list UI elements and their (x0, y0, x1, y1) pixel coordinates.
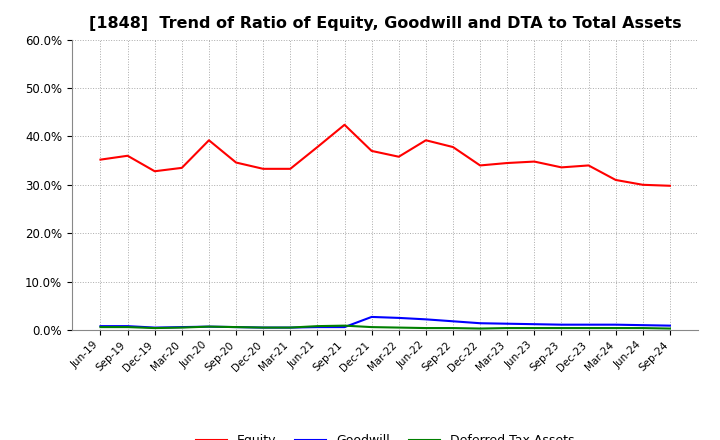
Goodwill (123, 323, 132, 329)
Goodwill (530, 322, 539, 327)
Deferred Tax Assets (421, 326, 430, 331)
Equity (232, 160, 240, 165)
Deferred Tax Assets (476, 326, 485, 331)
Equity (557, 165, 566, 170)
Deferred Tax Assets (341, 323, 349, 328)
Equity (476, 163, 485, 168)
Deferred Tax Assets (313, 323, 322, 329)
Goodwill (476, 321, 485, 326)
Goodwill (341, 324, 349, 330)
Deferred Tax Assets (123, 324, 132, 330)
Deferred Tax Assets (503, 326, 511, 331)
Goodwill (503, 321, 511, 326)
Goodwill (421, 317, 430, 322)
Goodwill (367, 314, 376, 319)
Equity (259, 166, 268, 172)
Equity (449, 144, 457, 150)
Goodwill (557, 322, 566, 327)
Equity (150, 169, 159, 174)
Deferred Tax Assets (449, 326, 457, 331)
Deferred Tax Assets (259, 325, 268, 330)
Deferred Tax Assets (557, 326, 566, 331)
Deferred Tax Assets (611, 326, 620, 331)
Line: Equity: Equity (101, 125, 670, 186)
Deferred Tax Assets (286, 325, 294, 330)
Equity (503, 160, 511, 165)
Goodwill (611, 322, 620, 327)
Goodwill (584, 322, 593, 327)
Deferred Tax Assets (584, 326, 593, 331)
Deferred Tax Assets (639, 326, 647, 331)
Equity (367, 148, 376, 154)
Goodwill (150, 325, 159, 330)
Title: [1848]  Trend of Ratio of Equity, Goodwill and DTA to Total Assets: [1848] Trend of Ratio of Equity, Goodwil… (89, 16, 682, 32)
Equity (286, 166, 294, 172)
Goodwill (286, 325, 294, 330)
Deferred Tax Assets (530, 326, 539, 331)
Goodwill (665, 323, 674, 328)
Line: Deferred Tax Assets: Deferred Tax Assets (101, 326, 670, 329)
Equity (395, 154, 403, 159)
Deferred Tax Assets (367, 324, 376, 330)
Equity (178, 165, 186, 170)
Deferred Tax Assets (232, 324, 240, 330)
Legend: Equity, Goodwill, Deferred Tax Assets: Equity, Goodwill, Deferred Tax Assets (191, 429, 580, 440)
Deferred Tax Assets (178, 325, 186, 330)
Deferred Tax Assets (204, 324, 213, 329)
Equity (421, 138, 430, 143)
Equity (313, 144, 322, 150)
Equity (96, 157, 105, 162)
Equity (123, 153, 132, 158)
Goodwill (395, 315, 403, 320)
Equity (611, 177, 620, 183)
Goodwill (96, 323, 105, 329)
Goodwill (313, 324, 322, 330)
Goodwill (204, 324, 213, 329)
Goodwill (178, 324, 186, 330)
Equity (341, 122, 349, 128)
Equity (204, 138, 213, 143)
Line: Goodwill: Goodwill (101, 317, 670, 327)
Goodwill (232, 324, 240, 330)
Equity (584, 163, 593, 168)
Deferred Tax Assets (395, 325, 403, 330)
Deferred Tax Assets (150, 326, 159, 331)
Equity (639, 182, 647, 187)
Deferred Tax Assets (665, 326, 674, 331)
Equity (530, 159, 539, 164)
Goodwill (449, 319, 457, 324)
Goodwill (259, 325, 268, 330)
Goodwill (639, 323, 647, 328)
Equity (665, 183, 674, 188)
Deferred Tax Assets (96, 324, 105, 330)
